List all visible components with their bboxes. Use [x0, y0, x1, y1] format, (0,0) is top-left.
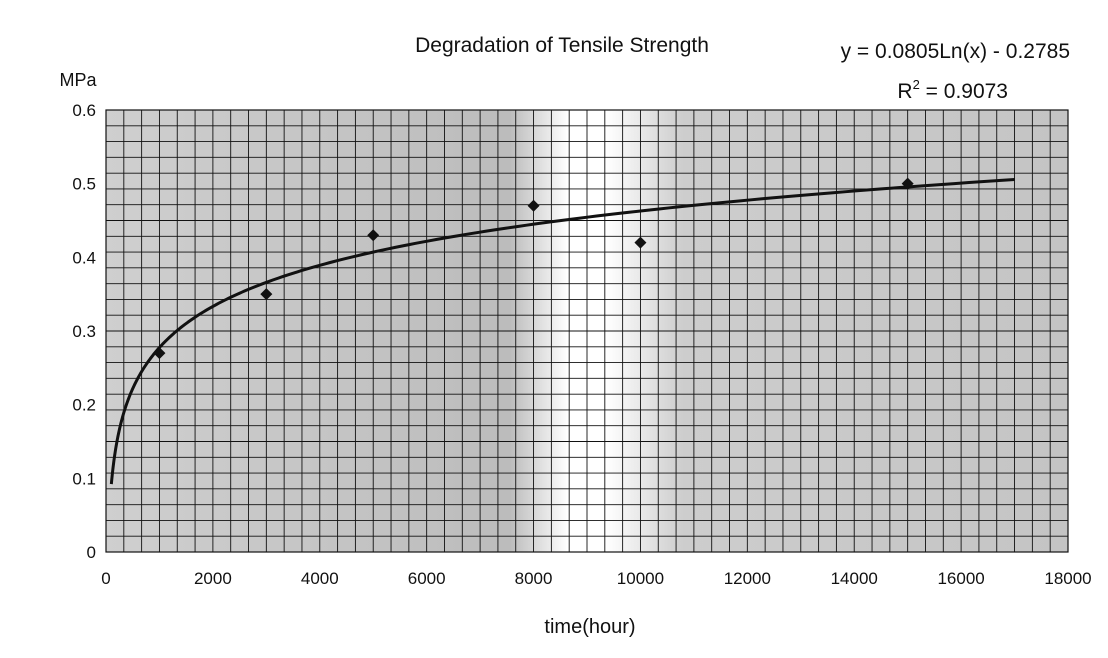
y-tick-label: 0 [87, 543, 96, 562]
plot-border [105, 109, 1069, 553]
x-tick-label: 12000 [724, 569, 771, 588]
x-axis-label: time(hour) [544, 616, 635, 638]
y-tick-label: 0.6 [72, 101, 96, 120]
y-tick-label: 0.4 [72, 248, 96, 267]
r-squared-label: R2 = 0.9073 [897, 77, 1008, 103]
data-points [153, 177, 914, 360]
r-squared-prefix: R [897, 80, 912, 103]
x-tick-label: 16000 [937, 569, 984, 588]
x-tick-label: 8000 [515, 569, 553, 588]
r-squared-superscript: 2 [913, 77, 920, 92]
x-tick-label: 14000 [831, 569, 878, 588]
data-point-marker [260, 288, 273, 301]
data-point-marker [634, 236, 647, 249]
x-tick-label: 18000 [1044, 569, 1091, 588]
x-tick-label: 4000 [301, 569, 339, 588]
x-tick-label: 10000 [617, 569, 664, 588]
x-tick-label: 0 [101, 569, 110, 588]
data-point-marker [901, 177, 914, 190]
trendline-equation: y = 0.0805Ln(x) - 0.2785 [841, 40, 1070, 63]
y-tick-label: 0.3 [72, 322, 96, 341]
x-tick-label: 2000 [194, 569, 232, 588]
data-point-marker [153, 347, 166, 360]
chart-title: Degradation of Tensile Strength [415, 34, 709, 57]
y-tick-label: 0.1 [72, 469, 96, 488]
x-tick-label: 6000 [408, 569, 446, 588]
y-tick-label: 0.2 [72, 396, 96, 415]
r-squared-value: = 0.9073 [920, 80, 1008, 103]
trendline [109, 178, 1015, 485]
y-tick-label: 0.5 [72, 175, 96, 194]
data-point-marker [367, 229, 380, 242]
gridlines [106, 110, 1068, 552]
tick-labels: 0 2000 4000 6000 8000 10000 12000 14000 16000 180… [72, 101, 1091, 588]
data-point-marker [527, 199, 540, 212]
y-axis-label: MPa [59, 70, 97, 90]
